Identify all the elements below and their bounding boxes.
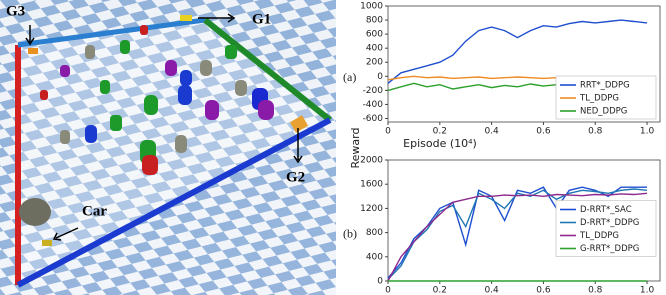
goal-label: G1 <box>252 11 271 27</box>
x-tick-label: 0.6 <box>536 127 551 137</box>
arena <box>18 20 330 285</box>
x-tick-label: 0.2 <box>433 127 447 137</box>
x-tick-label: 0.6 <box>536 286 551 295</box>
y-tick-label: -400 <box>363 100 384 110</box>
y-tick-label: 400 <box>366 44 383 54</box>
legend-label: G-RRT*_DDPG <box>580 244 639 254</box>
y-axis-label: Reward <box>349 128 362 169</box>
y-tick-label: 0 <box>377 277 383 287</box>
x-tick-label: 0 <box>385 286 391 295</box>
y-tick-label: 2000 <box>360 156 383 166</box>
x-tick-label: 0.8 <box>588 286 603 295</box>
goal-label: G2 <box>286 169 305 185</box>
legend-label: TL_DDPG <box>579 231 619 241</box>
obstacles <box>19 15 309 246</box>
x-tick-label: 1.0 <box>640 127 655 137</box>
x-tick-label: 0.4 <box>484 127 499 137</box>
x-tick-label: 0.4 <box>484 286 499 295</box>
panel-label: (b) <box>343 226 357 240</box>
y-tick-label: 1200 <box>360 204 383 214</box>
line <box>387 19 648 84</box>
y-tick-label: 1600 <box>360 180 383 190</box>
y-tick-label: -600 <box>363 114 384 124</box>
y-tick-label: 0 <box>377 72 383 82</box>
y-tick-label: 1000 <box>360 2 383 12</box>
x-tick-label: 0.2 <box>433 286 447 295</box>
legend-label: TL_DDPG <box>579 94 619 104</box>
y-tick-label: 800 <box>366 16 383 26</box>
line <box>387 188 648 280</box>
x-tick-label: 1.0 <box>640 286 655 295</box>
x-tick-label: 0.8 <box>588 127 603 137</box>
panel-label: (a) <box>343 70 356 84</box>
legend-label: D-RRT*_DDPG <box>580 218 639 228</box>
legend-label: D-RRT*_SAC <box>580 205 632 215</box>
legend-label: RRT*_DDPG <box>580 81 630 91</box>
x-axis-label: Episode (10⁴) <box>403 137 477 150</box>
y-tick-label: 200 <box>366 58 383 68</box>
goal-label: G3 <box>6 3 25 19</box>
wall <box>203 17 332 123</box>
scene: G3 G1 G2 Car <box>0 0 336 295</box>
y-tick-label: 600 <box>366 30 383 40</box>
x-tick-label: 0 <box>385 127 391 137</box>
legend-label: NED_DDPG <box>580 107 627 117</box>
car-label: Car <box>82 203 107 219</box>
y-tick-label: 800 <box>366 228 383 238</box>
wall <box>17 17 206 48</box>
y-tick-label: 400 <box>366 252 383 262</box>
arrows <box>25 13 303 241</box>
line <box>387 192 648 282</box>
y-tick-label: -200 <box>363 86 384 96</box>
wall <box>16 117 332 288</box>
